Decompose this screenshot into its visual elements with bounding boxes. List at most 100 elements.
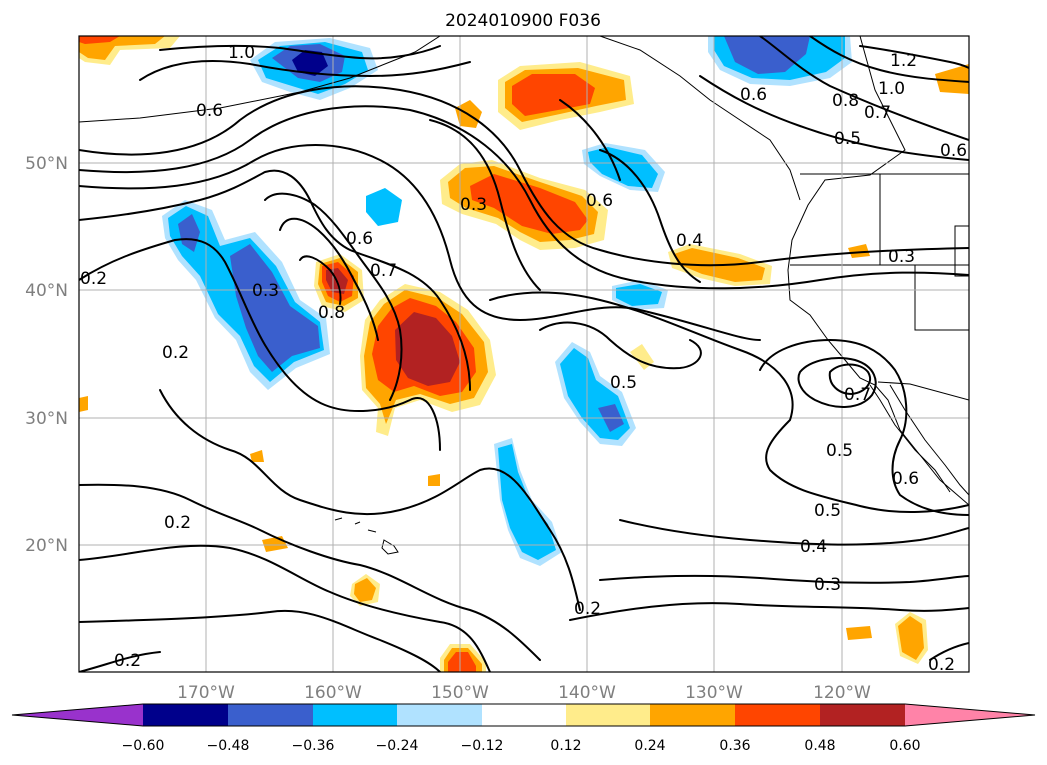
colorbar-tick-label: 0.36 xyxy=(719,738,750,754)
contour-line xyxy=(79,609,441,672)
coastlines xyxy=(79,36,969,555)
contour-label: 0.5 xyxy=(834,129,861,149)
latitude-tick-labels: 50°N 40°N 30°N 20°N xyxy=(25,154,68,556)
contour-line xyxy=(828,363,871,395)
negative-anomaly-area xyxy=(498,444,556,560)
contour-line xyxy=(299,255,342,305)
contour-line xyxy=(79,105,969,290)
positive-anomaly-area xyxy=(395,312,460,386)
colorbar-segment xyxy=(566,704,651,726)
contour-line xyxy=(79,169,471,391)
negative-anomaly-area xyxy=(230,244,320,372)
contour-label: 0.8 xyxy=(318,303,345,323)
contour-line xyxy=(569,602,969,621)
contour-label: 0.7 xyxy=(864,103,891,123)
contour-line xyxy=(599,574,969,584)
negative-anomaly-area xyxy=(178,214,200,252)
colorbar-tick-label: −0.36 xyxy=(292,738,335,754)
positive-anomaly-area xyxy=(512,74,595,116)
contour-label: 0.5 xyxy=(814,501,841,521)
negative-anomaly-area xyxy=(724,36,810,74)
north-america-coastline xyxy=(787,36,969,506)
positive-anomaly-area xyxy=(250,450,264,462)
colorbar-segment xyxy=(397,704,482,726)
colorbar-tick-label: −0.60 xyxy=(122,738,165,754)
colorbar-tick-label: −0.12 xyxy=(461,738,504,754)
contour-lines xyxy=(79,36,969,672)
contour-line xyxy=(559,99,621,181)
contour-line xyxy=(139,60,471,81)
contour-label: 0.3 xyxy=(460,195,487,215)
lat-tick-label: 20°N xyxy=(25,536,68,556)
contour-label: 0.6 xyxy=(586,191,613,211)
colorbar-segment xyxy=(228,704,313,726)
contour-label: 0.5 xyxy=(610,373,637,393)
contour-label: 0.3 xyxy=(252,281,279,301)
contour-label: 0.2 xyxy=(162,343,189,363)
colorbar-low-extension xyxy=(12,704,143,726)
contour-line xyxy=(759,339,969,516)
contour-label: 0.2 xyxy=(80,269,107,289)
lat-tick-label: 30°N xyxy=(25,409,68,429)
colorbar-segment xyxy=(735,704,820,726)
colorbar-tick-label: 0.48 xyxy=(804,738,835,754)
contour-label: 0.4 xyxy=(676,231,703,251)
positive-anomaly-area xyxy=(846,626,872,640)
contour-label: 0.2 xyxy=(164,513,191,533)
lon-tick-label: 130°W xyxy=(685,683,743,703)
contour-label: 0.2 xyxy=(574,599,601,619)
contour-label: 1.0 xyxy=(878,79,905,99)
lon-tick-label: 120°W xyxy=(813,683,871,703)
contour-line xyxy=(79,651,161,672)
contour-line xyxy=(79,144,761,341)
contour-line xyxy=(429,119,541,291)
contour-line xyxy=(539,321,702,370)
baja-coastline xyxy=(869,384,951,493)
map-area: 1.0 0.6 1.2 1.0 0.6 0.8 0.7 0.5 0.6 0.3 … xyxy=(79,36,969,675)
positive-anomaly-area xyxy=(848,244,870,258)
positive-anomaly-area xyxy=(428,474,440,486)
positive-anomaly-area xyxy=(935,64,969,94)
positive-anomaly-area xyxy=(448,652,476,672)
contour-label: 0.5 xyxy=(826,441,853,461)
contour-line xyxy=(619,519,969,546)
colorbar-outline xyxy=(11,703,1036,727)
lon-tick-label: 170°W xyxy=(177,683,235,703)
us-mexico-border xyxy=(877,381,969,401)
colorbar-segment xyxy=(650,704,735,726)
contour-label: 1.2 xyxy=(890,51,917,71)
positive-anomaly-area xyxy=(470,174,588,234)
map-frame xyxy=(78,35,970,673)
contour-line xyxy=(264,192,403,401)
colorbar-segment xyxy=(143,704,228,726)
alaska-gulf-coast xyxy=(599,36,801,201)
contour-line xyxy=(159,389,581,611)
contour-label: 0.4 xyxy=(800,537,827,557)
contour-line xyxy=(489,291,969,513)
contour-line xyxy=(79,544,491,672)
colorbar: −0.60 −0.48 −0.36 −0.24 −0.12 0.12 0.24 … xyxy=(11,703,1036,754)
contour-label: 0.2 xyxy=(928,655,955,675)
lon-tick-label: 140°W xyxy=(558,683,616,703)
contour-label: 0.6 xyxy=(740,85,767,105)
contour-line xyxy=(159,44,441,60)
state-borders xyxy=(790,174,969,331)
contour-label: 1.0 xyxy=(228,43,255,63)
colorbar-segment xyxy=(313,704,398,726)
colorbar-tick-label: 0.60 xyxy=(889,738,920,754)
contour-line xyxy=(279,217,379,341)
contour-line xyxy=(859,45,969,69)
positive-anomaly-area xyxy=(79,396,88,412)
contour-line xyxy=(699,75,969,161)
negative-anomaly-area xyxy=(292,50,328,76)
lon-tick-label: 160°W xyxy=(304,683,362,703)
contour-label: 0.2 xyxy=(114,651,141,671)
shaded-anomalies xyxy=(79,36,969,672)
positive-anomaly-area xyxy=(898,616,924,660)
contour-line xyxy=(797,357,877,408)
contour-label: 0.6 xyxy=(940,141,967,161)
positive-anomaly-area xyxy=(79,36,120,44)
colorbar-segment xyxy=(482,704,567,726)
longitude-tick-labels: 170°W 160°W 150°W 140°W 130°W 120°W xyxy=(177,683,871,703)
